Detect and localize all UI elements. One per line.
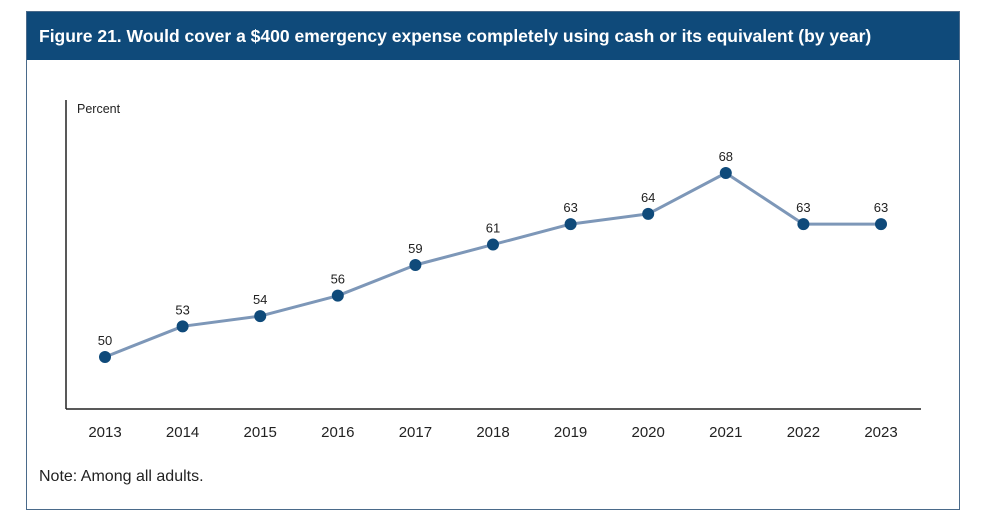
- data-label-2013: 50: [98, 333, 112, 348]
- data-point-2019: [564, 218, 577, 231]
- figure-title: Figure 21. Would cover a $400 emergency …: [27, 12, 959, 60]
- data-point-2017: [409, 259, 422, 271]
- data-label-2014: 53: [175, 302, 189, 317]
- data-point-2021: [719, 167, 732, 179]
- data-point-2018: [487, 238, 499, 251]
- x-tick-label-2017: 2017: [399, 424, 432, 441]
- y-axis-title: Percent: [77, 102, 121, 116]
- x-tick-label-2019: 2019: [554, 424, 587, 441]
- data-label-2015: 54: [253, 292, 267, 307]
- data-label-2022: 63: [796, 200, 810, 215]
- data-point-2022: [797, 218, 810, 231]
- data-label-2016: 56: [331, 272, 345, 287]
- x-tick-label-2018: 2018: [476, 424, 509, 441]
- data-label-2023: 63: [874, 200, 888, 215]
- x-tick-label-2023: 2023: [864, 424, 897, 441]
- data-label-2018: 61: [486, 221, 500, 236]
- data-point-2013: [99, 351, 111, 363]
- x-tick-label-2022: 2022: [787, 424, 820, 441]
- x-tick-label-2013: 2013: [88, 424, 121, 441]
- x-tick-label-2020: 2020: [632, 424, 665, 441]
- data-markers: [99, 167, 887, 363]
- figure-frame: Figure 21. Would cover a $400 emergency …: [26, 11, 960, 510]
- data-point-2015: [254, 310, 267, 323]
- x-tick-label-2021: 2021: [709, 424, 742, 441]
- x-tick-label-2014: 2014: [166, 424, 199, 441]
- data-point-2023: [875, 218, 887, 231]
- series-line: [104, 171, 881, 359]
- data-point-2020: [642, 207, 655, 220]
- data-labels: 50 53 54 56 59 61 63 64 68 63 63: [98, 149, 888, 348]
- data-point-2016: [331, 289, 344, 302]
- data-label-2021: 68: [719, 149, 733, 164]
- x-tick-labels: 2013 2014 2015 2016 2017 2018 2019 2020 2021 2022…: [88, 424, 897, 441]
- data-point-2014: [176, 320, 189, 333]
- x-tick-label-2015: 2015: [244, 424, 277, 441]
- data-label-2020: 64: [641, 190, 655, 205]
- x-tick-label-2016: 2016: [321, 424, 354, 441]
- data-label-2019: 63: [563, 200, 577, 215]
- figure-note: Note: Among all adults.: [39, 468, 204, 485]
- data-label-2017: 59: [408, 241, 422, 256]
